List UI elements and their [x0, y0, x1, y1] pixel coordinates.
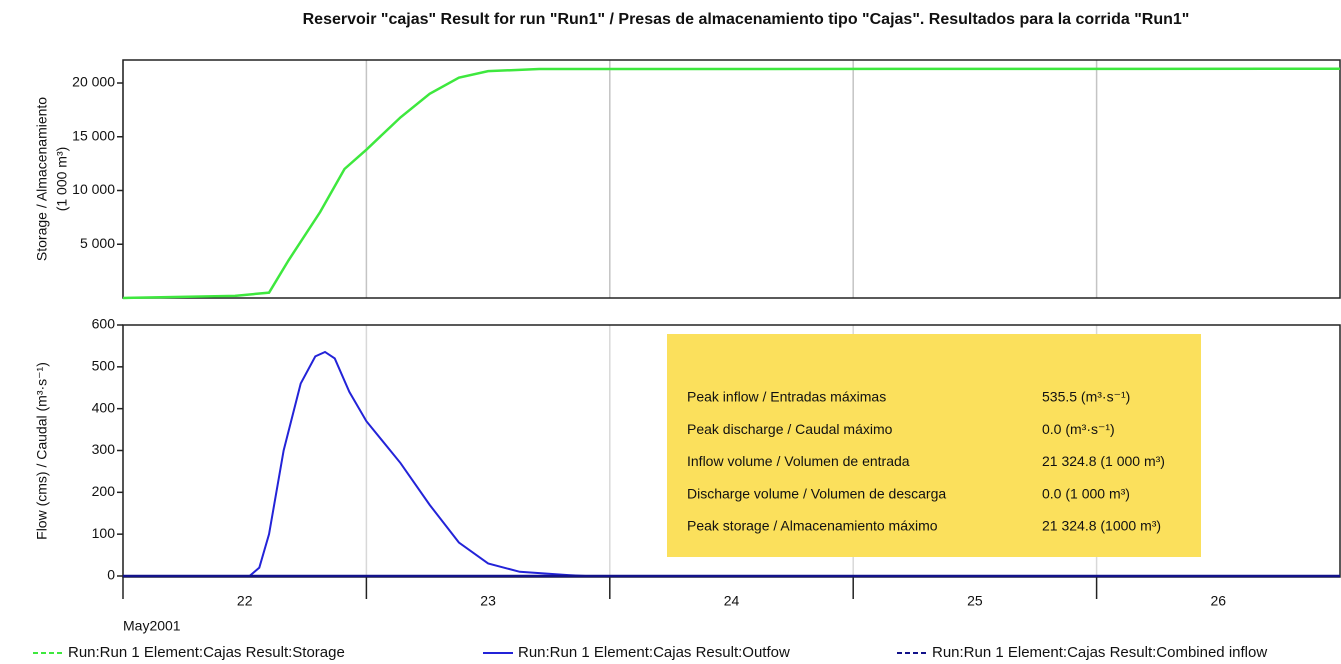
plot-frame — [122, 59, 1341, 299]
summary-value: 535.5 (m³·s⁻¹) — [1042, 389, 1130, 405]
y-tick-label: 500 — [92, 358, 116, 374]
summary-label: Peak storage / Almacenamiento máximo — [687, 518, 938, 534]
summary-label: Inflow volume / Volumen de entrada — [687, 453, 910, 469]
legend-label: Run:Run 1 Element:Cajas Result:Outfow — [518, 644, 790, 661]
series-line — [122, 67, 1341, 300]
y-axis-label: Flow (cms) / Caudal (m³·s⁻¹) — [34, 362, 50, 540]
y-tick-label: 200 — [92, 483, 116, 499]
y-tick-label: 600 — [92, 316, 116, 332]
summary-box — [667, 334, 1201, 557]
summary-value: 21 324.8 (1000 m³) — [1042, 518, 1161, 534]
y-tick-label: 15 000 — [72, 127, 115, 143]
y-tick-label: 20 000 — [72, 74, 115, 90]
summary-label: Discharge volume / Volumen de descarga — [687, 485, 946, 501]
summary-value: 21 324.8 (1 000 m³) — [1042, 453, 1165, 469]
x-tick-label: 24 — [724, 593, 740, 609]
summary-label: Peak inflow / Entradas máximas — [687, 389, 886, 405]
x-tick-label: 25 — [967, 593, 983, 609]
y-tick-label: 100 — [92, 525, 116, 541]
x-tick-label: 26 — [1211, 593, 1227, 609]
y-axis-label: (1 000 m³) — [54, 147, 70, 212]
y-axis-label: Storage / Almacenamiento — [34, 97, 50, 261]
y-tick-label: 0 — [107, 567, 115, 583]
x-tick-label: 22 — [237, 593, 253, 609]
legend-label: Run:Run 1 Element:Cajas Result:Storage — [68, 644, 345, 661]
y-tick-label: 10 000 — [72, 181, 115, 197]
legend-label: Run:Run 1 Element:Cajas Result:Combined … — [932, 644, 1267, 661]
series-line — [123, 350, 586, 577]
summary-label: Peak discharge / Caudal máximo — [687, 421, 893, 437]
y-tick-label: 400 — [92, 399, 116, 415]
chart-title: Reservoir "cajas" Result for run "Run1" … — [303, 11, 1190, 28]
y-tick-label: 300 — [92, 441, 116, 457]
x-tick-label: 23 — [480, 593, 496, 609]
summary-value: 0.0 (m³·s⁻¹) — [1042, 421, 1115, 437]
y-tick-label: 5 000 — [80, 235, 115, 251]
x-axis-label: May2001 — [123, 618, 181, 634]
summary-value: 0.0 (1 000 m³) — [1042, 485, 1130, 501]
